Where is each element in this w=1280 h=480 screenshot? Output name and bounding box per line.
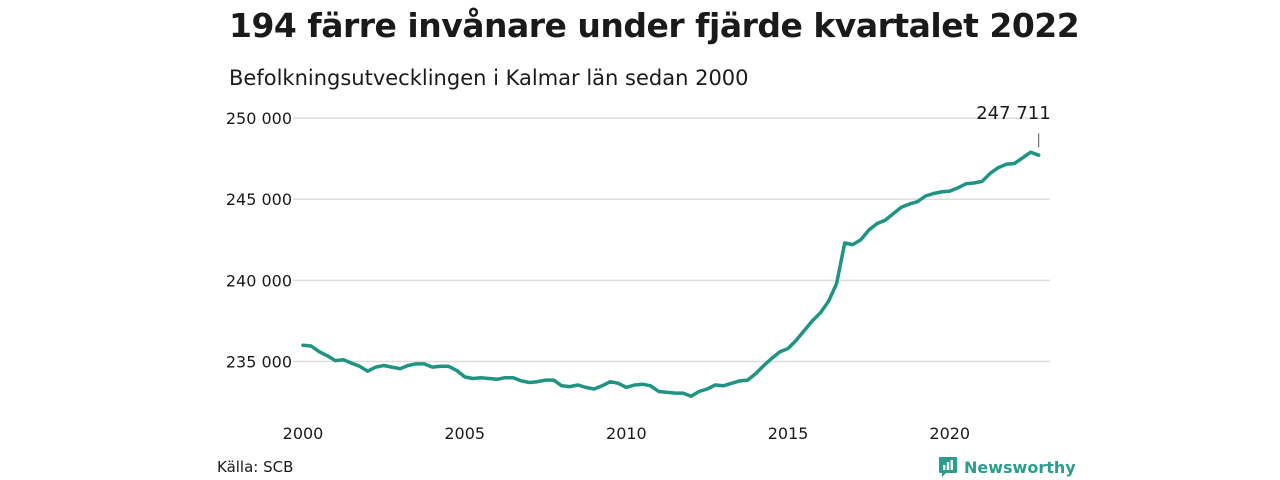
- brand-name: Newsworthy: [964, 457, 1076, 477]
- chart-title: 194 färre invånare under fjärde kvartale…: [229, 6, 1080, 45]
- x-tick-label: 2020: [929, 424, 970, 443]
- y-tick-label: 240 000: [226, 271, 292, 290]
- x-tick-label: 2010: [606, 424, 647, 443]
- chart-bubble-icon: [939, 457, 957, 477]
- x-tick-label: 2015: [768, 424, 809, 443]
- x-axis-tick-labels: 2000 2005 2010 2015 2020: [283, 424, 970, 443]
- x-tick-label: 2005: [444, 424, 485, 443]
- source-note: Källa: SCB: [217, 458, 294, 476]
- series-line: [301, 150, 1041, 399]
- x-tick-label: 2000: [283, 424, 324, 443]
- y-tick-label: 250 000: [226, 109, 292, 128]
- annotation-label: 247 711: [976, 103, 1050, 124]
- brand-logo[interactable]: Newsworthy: [938, 456, 1076, 478]
- y-tick-label: 245 000: [226, 190, 292, 209]
- y-axis-tick-labels: 235 000 240 000 245 000 250 000: [226, 109, 292, 371]
- chart-subtitle: Befolkningsutvecklingen i Kalmar län sed…: [229, 66, 749, 90]
- y-tick-label: 235 000: [226, 352, 292, 371]
- annotation-layer: 247 711: [976, 103, 1051, 148]
- grid-lines: [293, 117, 1050, 363]
- series-layer: [301, 150, 1041, 399]
